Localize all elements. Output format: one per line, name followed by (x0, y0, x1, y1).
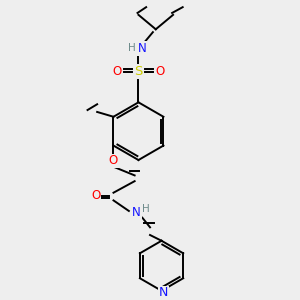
Text: S: S (134, 65, 143, 78)
Text: H: H (142, 204, 150, 214)
Text: N: N (132, 206, 141, 219)
Text: O: O (109, 154, 118, 167)
Text: H: H (128, 44, 136, 53)
Text: N: N (159, 286, 168, 299)
Text: N: N (138, 42, 147, 55)
Text: O: O (155, 65, 164, 78)
Text: O: O (113, 65, 122, 78)
Text: O: O (92, 189, 101, 202)
